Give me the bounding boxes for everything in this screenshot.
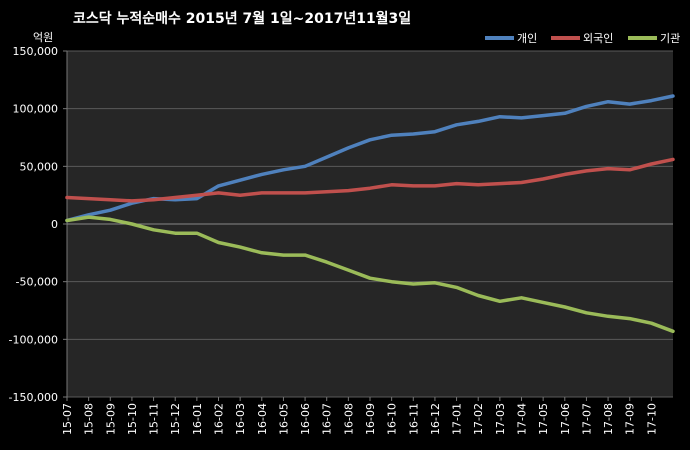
series-lines [65, 94, 675, 334]
legend-label-기관: 기관 [660, 32, 680, 45]
x-tick-label: 17-06 [559, 403, 572, 435]
x-tick-label: 17-09 [624, 403, 637, 435]
x-tick-label: 17-05 [537, 403, 550, 435]
x-tick-label: 15-11 [148, 403, 161, 435]
x-tick-label: 17-08 [602, 403, 615, 435]
x-tick-label: 16-03 [234, 403, 247, 435]
x-tick-label: 17-03 [494, 403, 507, 435]
x-tick-label: 16-06 [299, 403, 312, 435]
legend: 개인 외국인 기관 [485, 32, 680, 45]
y-tick-label: 150,000 [13, 45, 59, 58]
series-line-외국인 [65, 157, 675, 203]
x-tick-label: 17-10 [645, 403, 658, 435]
y-axis-ticks: 150,000 100,000 50,000 0 -50,000 -100,000 -150… [9, 45, 67, 404]
x-tick-label: 15-07 [61, 403, 74, 435]
x-tick-label: 17-01 [451, 403, 464, 435]
legend-label-외국인: 외국인 [583, 32, 613, 45]
x-tick-label: 16-08 [342, 403, 355, 435]
x-tick-label: 16-09 [364, 403, 377, 435]
y-tick-label: 100,000 [13, 103, 59, 116]
x-tick-label: 16-07 [321, 403, 334, 435]
x-tick-label: 16-02 [213, 403, 226, 435]
x-tick-label: 17-04 [516, 403, 529, 435]
y-axis-label: 억원 [33, 31, 53, 44]
y-tick-label: 0 [51, 218, 58, 231]
y-tick-label: -100,000 [9, 333, 58, 346]
legend-label-개인: 개인 [517, 32, 537, 45]
x-tick-label: 15-12 [169, 403, 182, 435]
chart-title: 코스닥 누적순매수 2015년 7월 1일~2017년11월3일 [73, 10, 411, 27]
y-tick-label: 50,000 [20, 160, 59, 173]
x-tick-label: 17-02 [472, 403, 485, 435]
y-tick-label: -50,000 [16, 276, 58, 289]
x-axis-ticks: 15-07 15-08 15-09 15-10 15-11 15-12 16-01 16-02… [61, 397, 658, 435]
x-tick-label: 16-04 [256, 403, 269, 435]
x-tick-label: 16-10 [386, 403, 399, 435]
x-tick-label: 17-07 [580, 403, 593, 435]
x-tick-label: 15-08 [83, 403, 96, 435]
x-tick-label: 15-10 [126, 403, 139, 435]
y-tick-label: -150,000 [9, 391, 58, 404]
x-tick-label: 16-05 [277, 403, 290, 435]
x-tick-label: 15-09 [104, 403, 117, 435]
x-tick-label: 16-01 [191, 403, 204, 435]
x-tick-label: 16-12 [429, 403, 442, 435]
series-line-기관 [65, 215, 675, 334]
x-tick-label: 16-11 [407, 403, 420, 435]
